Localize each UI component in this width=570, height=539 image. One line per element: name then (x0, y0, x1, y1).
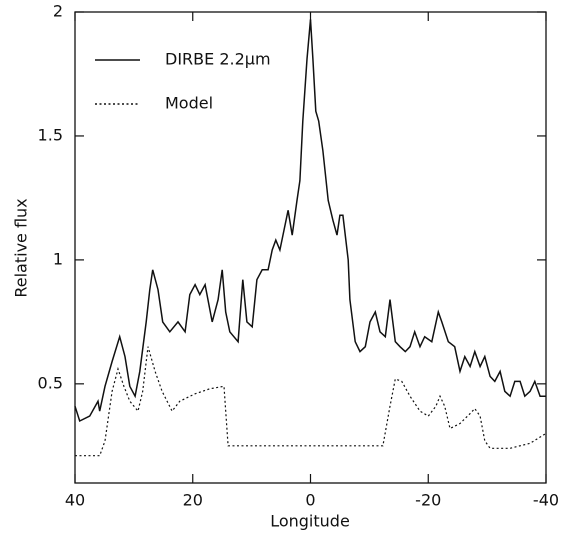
x-axis-label: Longitude (270, 512, 350, 531)
y-tick-label: 2 (53, 2, 63, 21)
x-tick-label: 40 (65, 491, 85, 510)
legend-label: DIRBE 2.2μm (165, 50, 271, 69)
data-line (74, 19, 546, 423)
data-line (75, 346, 547, 457)
legend-label: Model (165, 94, 213, 113)
x-tick-label: -40 (533, 491, 559, 510)
x-tick-label: -20 (415, 491, 441, 510)
plot-frame (74, 11, 547, 484)
y-axis-label: Relative flux (12, 198, 31, 297)
y-tick-label: 1 (53, 249, 63, 268)
y-tick-label: 0.5 (38, 373, 63, 392)
x-tick-label: 20 (183, 491, 203, 510)
x-tick-label: 0 (305, 491, 315, 510)
y-tick-label: 1.5 (38, 125, 63, 144)
